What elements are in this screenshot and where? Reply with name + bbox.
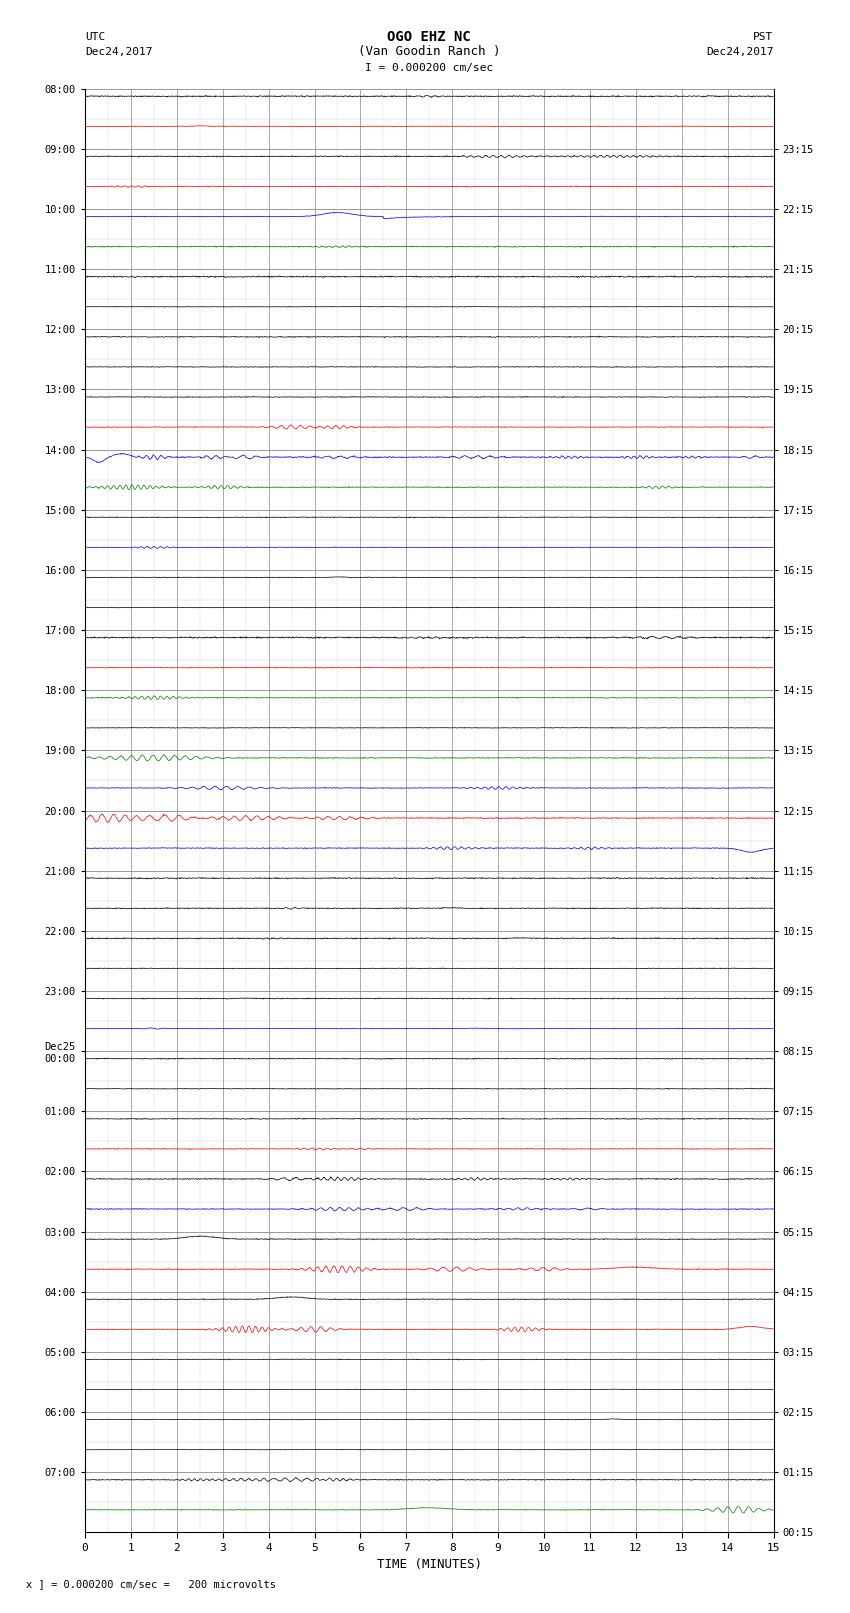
Text: x ] = 0.000200 cm/sec =   200 microvolts: x ] = 0.000200 cm/sec = 200 microvolts bbox=[26, 1579, 275, 1589]
Text: OGO EHZ NC: OGO EHZ NC bbox=[388, 31, 471, 44]
Text: PST: PST bbox=[753, 32, 774, 42]
Text: UTC: UTC bbox=[85, 32, 105, 42]
Text: Dec24,2017: Dec24,2017 bbox=[85, 47, 152, 56]
Text: Dec24,2017: Dec24,2017 bbox=[706, 47, 774, 56]
Text: I = 0.000200 cm/sec: I = 0.000200 cm/sec bbox=[366, 63, 493, 73]
Text: (Van Goodin Ranch ): (Van Goodin Ranch ) bbox=[358, 45, 501, 58]
X-axis label: TIME (MINUTES): TIME (MINUTES) bbox=[377, 1558, 482, 1571]
